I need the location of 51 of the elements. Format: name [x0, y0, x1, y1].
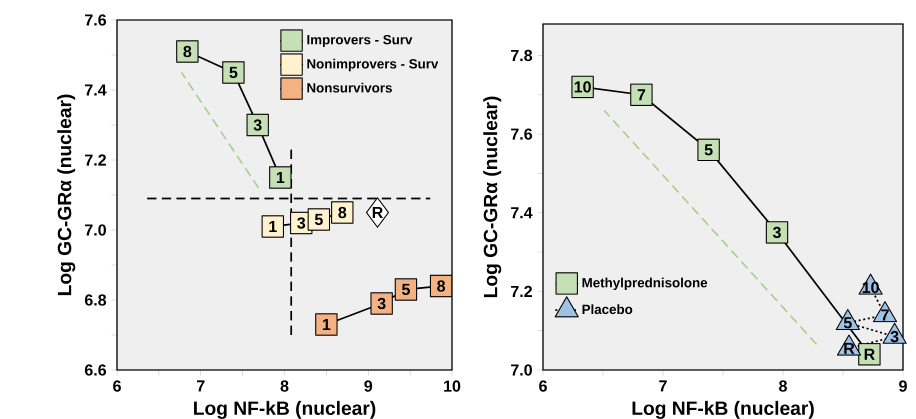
x-tick-label: 9 [364, 380, 372, 392]
y-tick-label: 7.2 [511, 286, 532, 297]
y-tick-label: 7.4 [511, 207, 533, 218]
y-tick-label: 6.6 [84, 364, 106, 376]
x-tick-label: 6 [113, 380, 121, 392]
x-tick-label: 10 [444, 380, 460, 392]
annotation: 1 [269, 221, 277, 232]
annotation: 3 [297, 217, 306, 229]
annotation: 3 [772, 226, 781, 238]
annotation: 8 [338, 206, 346, 218]
legend-label: Placebo [582, 304, 632, 314]
y-tick-label: 7.0 [85, 224, 106, 236]
annotation: R [844, 342, 854, 354]
x-tick-label: 8 [280, 380, 288, 392]
annotation: 1 [322, 319, 330, 330]
annotation: 8 [437, 280, 446, 292]
legend-label: Improvers - Surv [307, 34, 412, 48]
y-tick-label: 7.8 [511, 50, 532, 62]
annotation: R [372, 207, 383, 218]
x-axis-title: Log NF-kB (nuclear) [194, 400, 376, 419]
x-tick-label: 6 [539, 380, 547, 392]
legend-label: Nonimprovers - Surv [307, 58, 438, 72]
y-axis-title: Log GC-GRα (nuclear) [483, 96, 502, 298]
x-tick-label: 8 [779, 380, 787, 392]
annotation: 7 [638, 89, 646, 100]
y-tick-label: 7.4 [85, 84, 107, 96]
x-tick-label: 7 [196, 380, 205, 392]
x-axis-title: Log NF-kB (nuclear) [632, 400, 814, 419]
annotation: 5 [229, 66, 238, 78]
legend-label: Methylprednisolone [582, 278, 708, 290]
y-tick-label: 6.8 [84, 294, 106, 306]
x-tick-label: 9 [899, 380, 907, 392]
y-axis-title: Log GC-GRα (nuclear) [57, 94, 76, 296]
annotation: 8 [183, 46, 192, 58]
y-tick-label: 7.6 [511, 128, 532, 140]
annotation: 5 [704, 144, 713, 156]
annotation: 7 [881, 309, 889, 320]
annotation: 3 [254, 119, 262, 131]
annotation: R [864, 348, 875, 360]
annotation: 1 [276, 172, 284, 184]
x-tick-label: 7 [659, 380, 667, 392]
y-tick-label: 7.6 [85, 14, 106, 26]
annotation: 5 [402, 284, 410, 296]
y-tick-label: 7.2 [85, 154, 106, 166]
annotation: 10 [574, 81, 591, 93]
annotation: 5 [314, 214, 323, 226]
legend-label: Nonsurvivors [307, 82, 392, 93]
annotation: 5 [844, 317, 852, 328]
y-tick-label: 7.0 [511, 364, 532, 376]
annotation: 3 [378, 298, 386, 310]
annotation: 3 [890, 330, 898, 342]
